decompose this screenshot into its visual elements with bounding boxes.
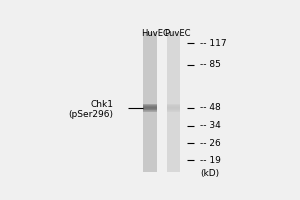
Text: Chk1: Chk1 [90,100,113,109]
Bar [167,106,181,107]
Text: -- 26: -- 26 [200,139,221,148]
Text: -- 48: -- 48 [200,103,221,112]
Text: -- 85: -- 85 [200,60,221,69]
Bar [143,105,157,106]
Text: PuvEC: PuvEC [164,29,190,38]
Bar [143,109,157,110]
Text: -- 19: -- 19 [200,156,221,165]
Bar [167,32,181,172]
Bar [143,108,157,109]
Bar [167,111,181,112]
Bar [167,107,181,108]
Bar [143,107,157,108]
Text: -- 34: -- 34 [200,121,221,130]
Bar [167,105,181,106]
Bar [167,110,181,111]
Bar [167,108,181,109]
Text: HuvEC: HuvEC [141,29,169,38]
Bar [143,104,157,105]
Text: -- 117: -- 117 [200,39,227,48]
Bar [143,106,157,107]
Bar [143,111,157,112]
Bar [167,104,181,105]
Text: (kD): (kD) [200,169,219,178]
Bar [167,109,181,110]
Bar [143,110,157,111]
Text: (pSer296): (pSer296) [68,110,113,119]
Bar [143,32,157,172]
